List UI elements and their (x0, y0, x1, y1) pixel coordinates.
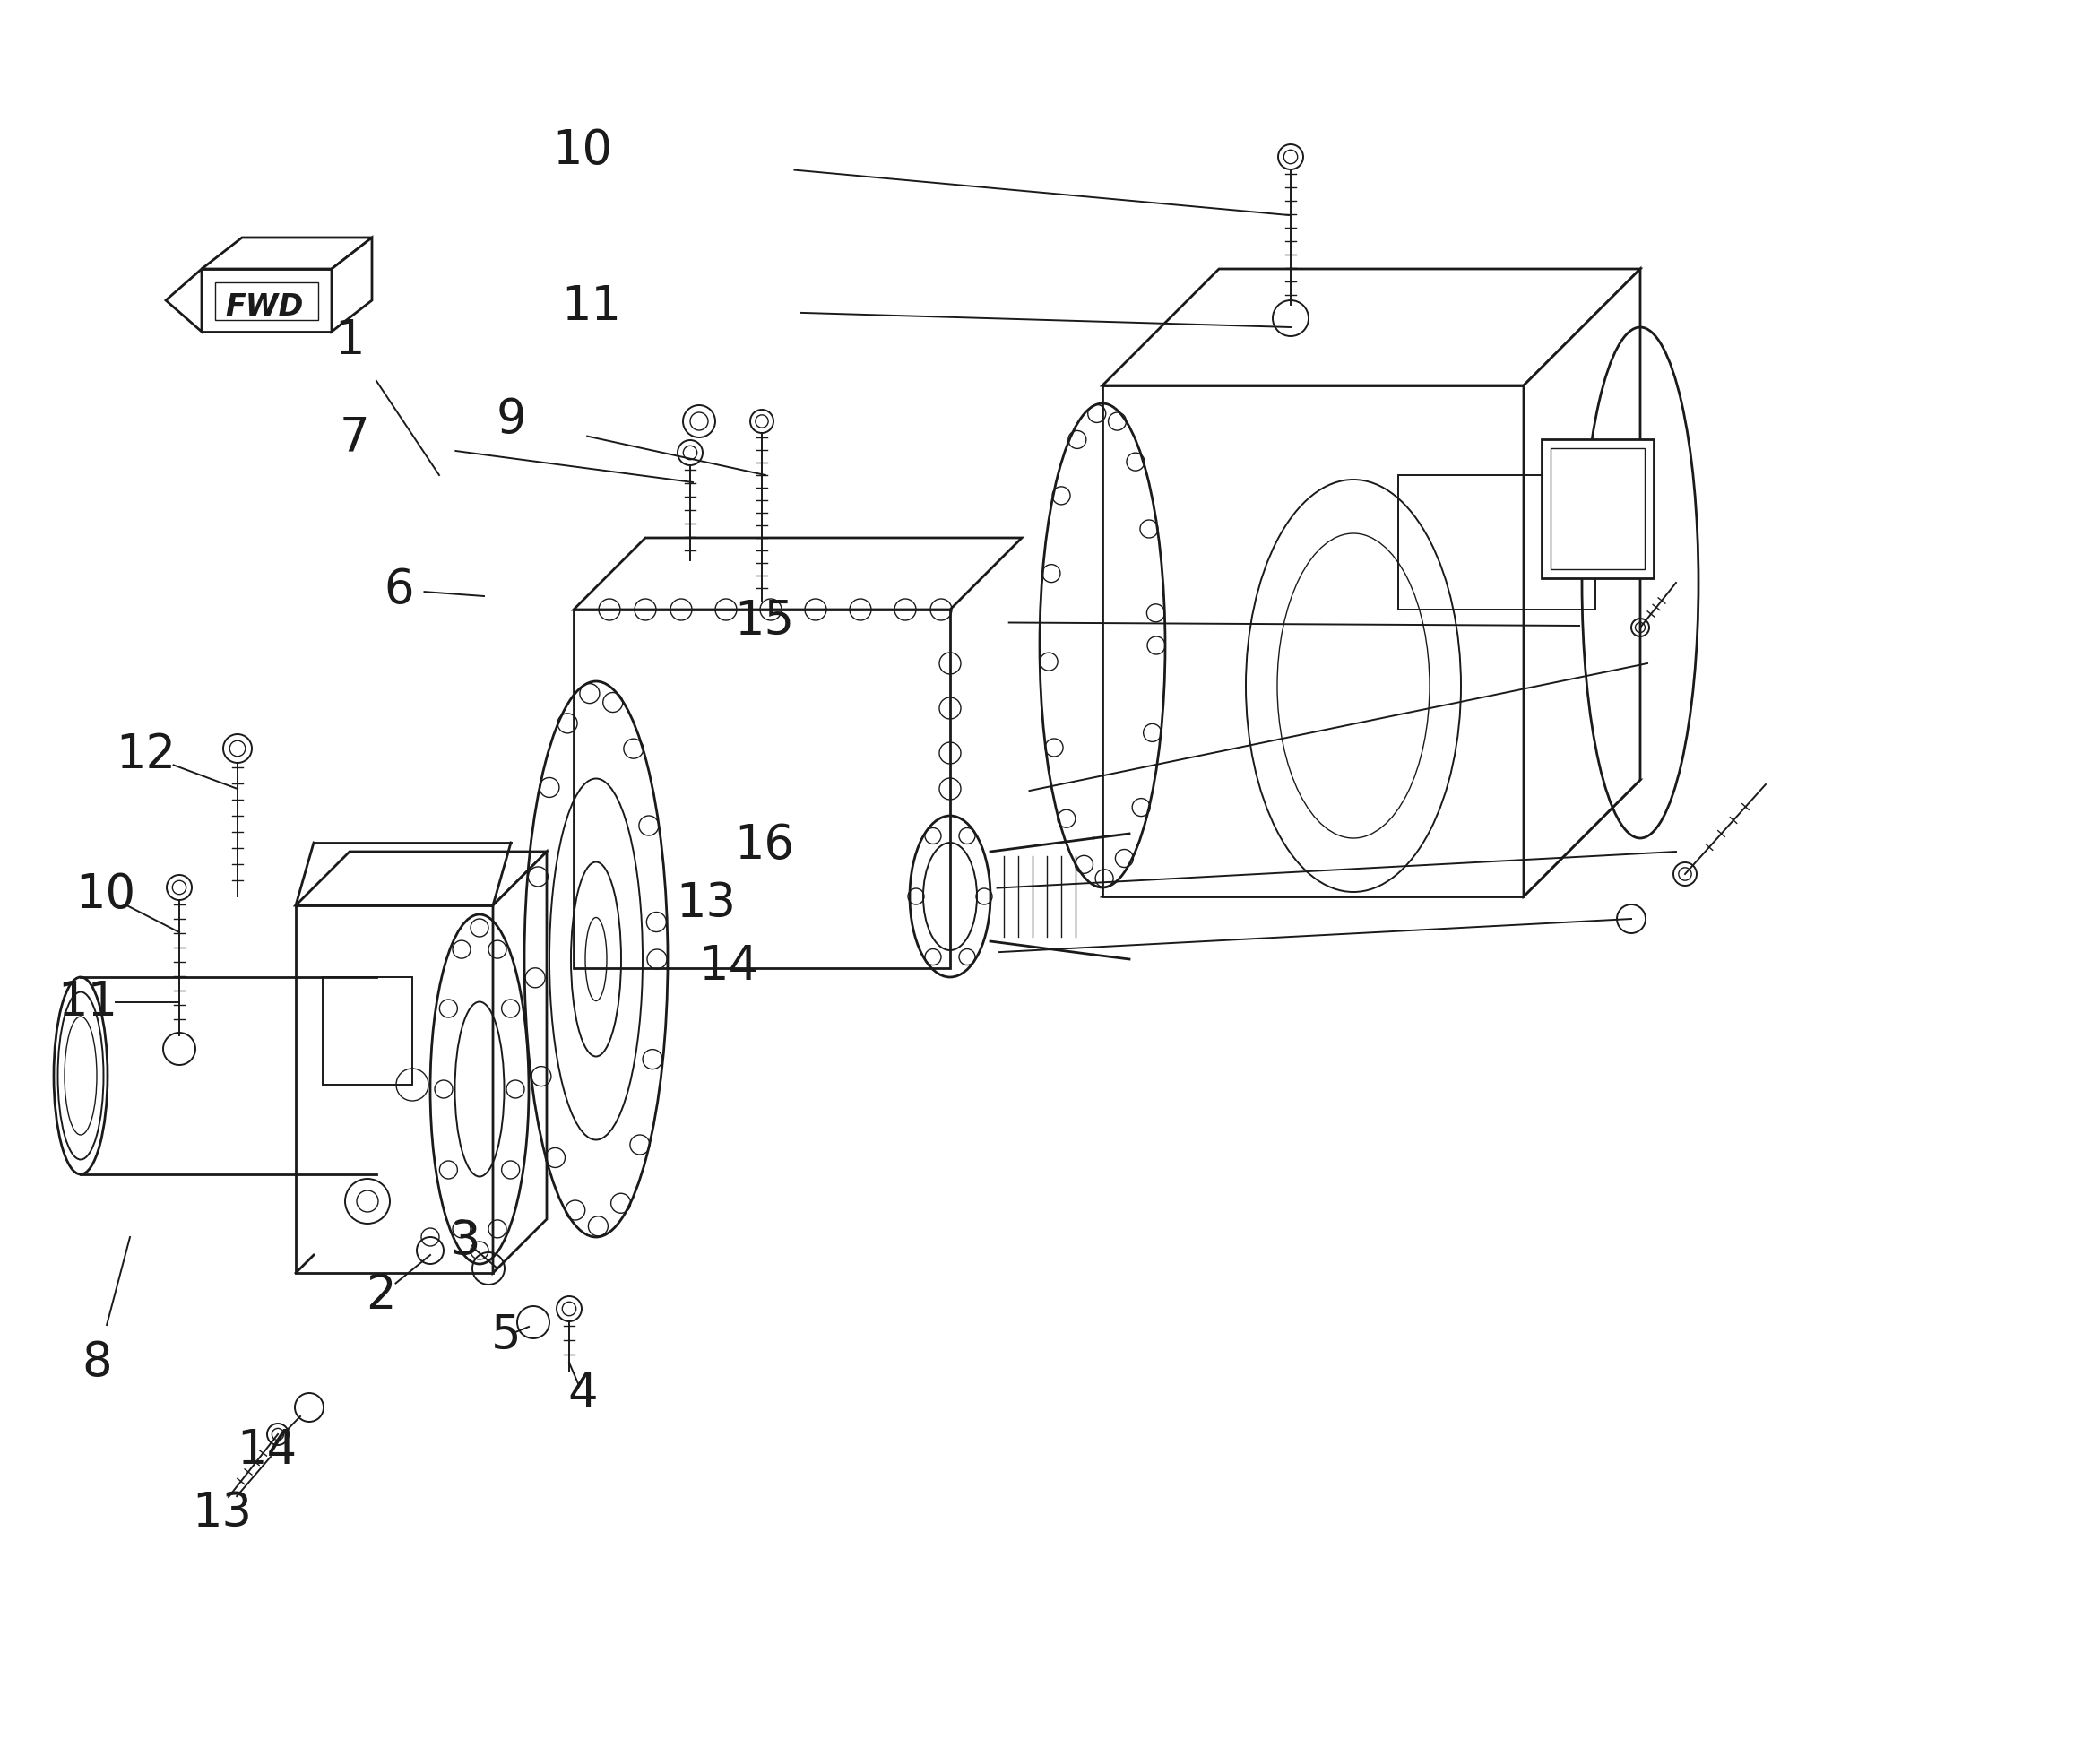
Text: 16: 16 (735, 822, 794, 868)
Polygon shape (494, 852, 546, 1272)
Text: 14: 14 (699, 944, 758, 989)
Polygon shape (296, 852, 546, 905)
Bar (1399, 474, 1596, 610)
Text: 14: 14 (237, 1427, 298, 1474)
Polygon shape (332, 237, 372, 332)
Polygon shape (202, 237, 372, 269)
Polygon shape (573, 610, 949, 968)
Text: 9: 9 (496, 397, 525, 443)
Polygon shape (1102, 269, 1640, 385)
Bar (214, 283, 319, 320)
Text: 4: 4 (567, 1370, 598, 1418)
Text: 11: 11 (561, 283, 622, 330)
Bar (1550, 448, 1644, 569)
Text: 10: 10 (76, 871, 137, 917)
Text: 2: 2 (365, 1272, 397, 1320)
Bar (323, 977, 412, 1084)
Text: 15: 15 (735, 597, 794, 645)
Polygon shape (1102, 780, 1640, 896)
Text: 13: 13 (676, 880, 737, 928)
Text: 10: 10 (552, 127, 613, 174)
Polygon shape (1525, 269, 1640, 896)
Polygon shape (1102, 385, 1525, 896)
Text: 5: 5 (491, 1312, 521, 1358)
Text: 8: 8 (82, 1339, 111, 1386)
Text: 3: 3 (452, 1218, 481, 1265)
Text: 13: 13 (193, 1490, 252, 1536)
Polygon shape (166, 269, 202, 332)
Polygon shape (202, 269, 332, 332)
Text: 1: 1 (334, 318, 365, 364)
Bar (1541, 439, 1653, 578)
Text: 11: 11 (59, 979, 118, 1026)
Text: 7: 7 (338, 415, 370, 460)
Polygon shape (296, 905, 493, 1272)
Text: 12: 12 (116, 731, 176, 778)
Text: 6: 6 (384, 566, 414, 613)
Text: FWD: FWD (225, 292, 304, 322)
Polygon shape (573, 538, 1023, 610)
